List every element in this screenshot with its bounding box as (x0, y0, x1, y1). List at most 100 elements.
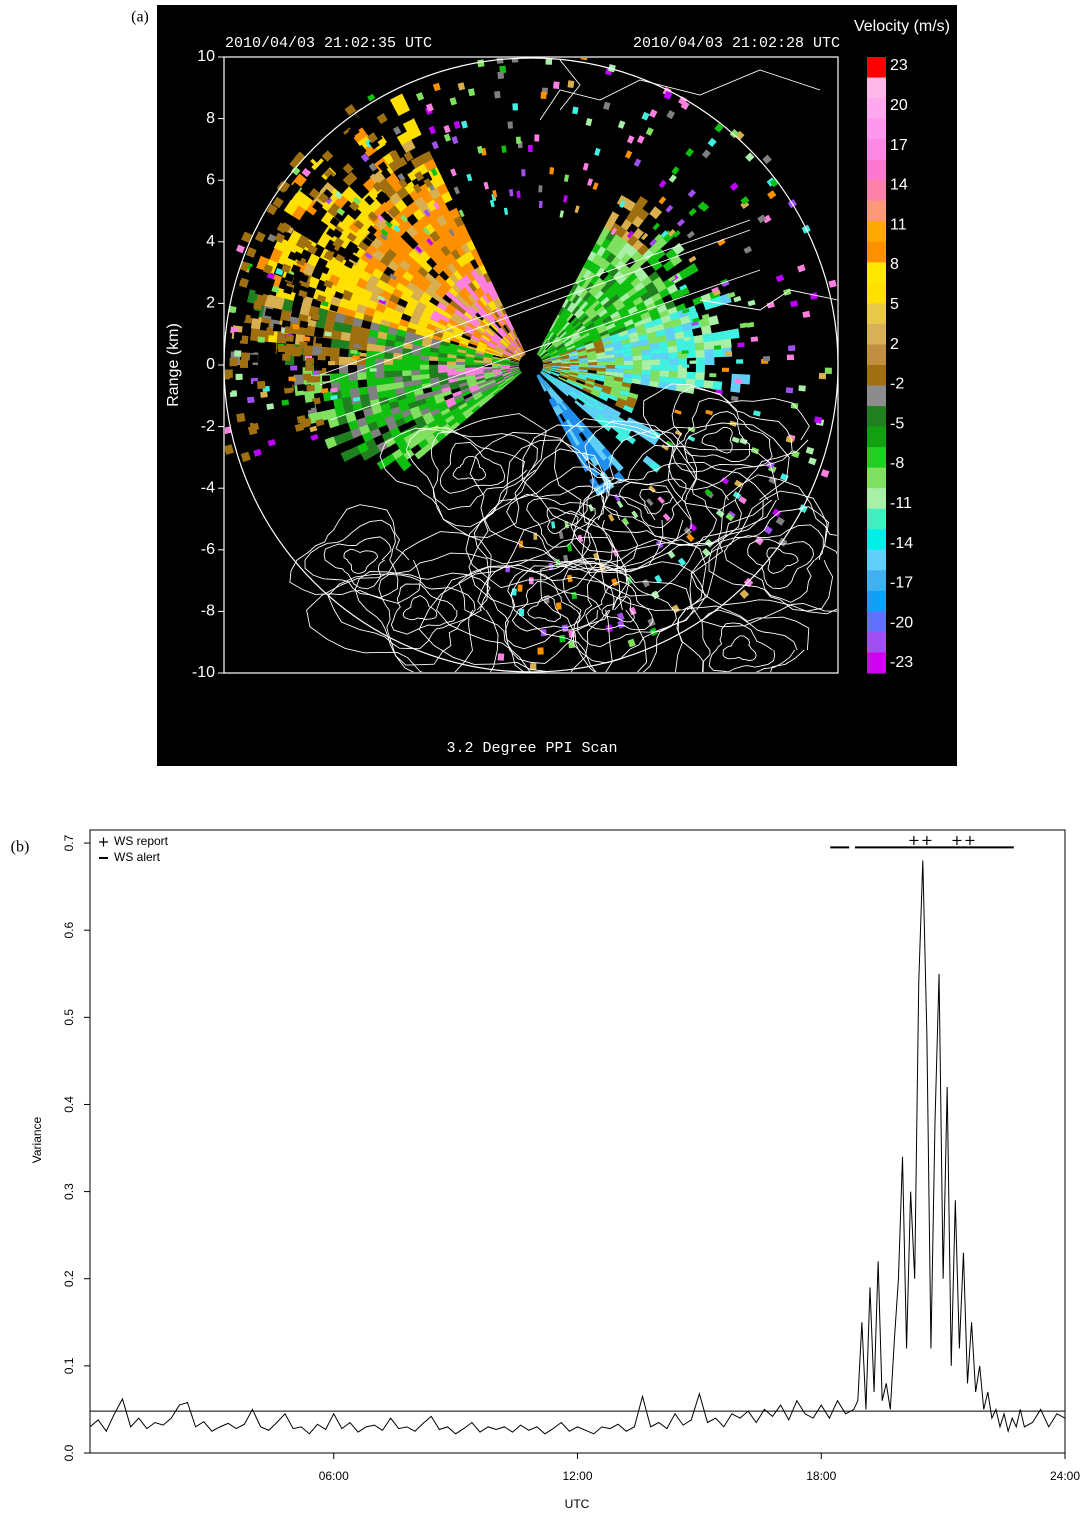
colorbar-swatch (867, 631, 886, 653)
radar-cell (570, 426, 579, 437)
radar-cell (484, 376, 495, 382)
radar-cell (259, 322, 269, 331)
radar-cell (432, 411, 443, 421)
radar-cell (452, 329, 463, 337)
radar-cell (240, 379, 250, 389)
radar-cell (649, 375, 660, 383)
radar-cell (470, 259, 479, 270)
radar-cell (339, 380, 350, 391)
terrain-contour (562, 563, 696, 664)
radar-cell (538, 348, 545, 356)
radar-cell (587, 372, 597, 378)
radar-cell (312, 376, 321, 383)
radar-cell (509, 364, 519, 365)
radar-cell (500, 366, 511, 369)
radar-cell (608, 412, 620, 421)
radar-cell (284, 272, 295, 283)
radar-cell (348, 379, 359, 389)
radar-cell (309, 425, 318, 433)
radar-cell (410, 260, 422, 272)
radar-cell (342, 163, 354, 174)
terrain-contour (378, 573, 476, 650)
radar-cell (652, 276, 664, 288)
radar-cell (606, 290, 618, 301)
radar-cell (491, 359, 502, 363)
radar-cell (564, 383, 574, 390)
radar-cell (612, 297, 623, 308)
radar-cell (577, 352, 588, 357)
radar-cell (364, 456, 377, 469)
radar-cell (560, 356, 570, 360)
radar-cell (321, 337, 332, 348)
radar-cell (721, 367, 729, 372)
radar-cell (436, 214, 448, 227)
radar-cell (668, 352, 679, 360)
radar-cell (456, 399, 466, 408)
radar-cell (547, 377, 556, 384)
y-tick-label: -10 (192, 664, 215, 681)
radar-cell (603, 286, 614, 297)
radar-cell (620, 385, 631, 393)
radar-cell (465, 353, 475, 358)
radar-cell (509, 330, 516, 340)
radar-cell (471, 332, 482, 340)
terrain-contour (458, 557, 630, 672)
radar-cell (567, 428, 576, 439)
radar-cell (530, 663, 537, 671)
colorbar-swatch (867, 98, 886, 120)
radar-cell (354, 410, 366, 420)
radar-cell (493, 351, 503, 357)
radar-cell (467, 88, 476, 97)
radar-cell (585, 459, 595, 470)
radar-cell (633, 158, 642, 167)
radar-cell (473, 393, 483, 401)
radar-cell (262, 242, 273, 254)
terrain-contour (571, 420, 769, 572)
y-axis-label: Variance (30, 1116, 44, 1163)
radar-cell (582, 387, 593, 394)
radar-cell (632, 373, 643, 380)
radar-cell (394, 334, 406, 343)
radar-cell (431, 309, 443, 319)
radar-cell (563, 322, 573, 332)
radar-cell (711, 296, 724, 308)
radar-cell (509, 367, 520, 370)
radar-cell (473, 288, 483, 299)
radar-cell (284, 326, 294, 335)
radar-cell (701, 313, 710, 320)
radar-cell (504, 348, 514, 355)
radar-cell (686, 263, 699, 276)
radar-cell (293, 374, 304, 386)
radar-cell (649, 342, 660, 350)
radar-cell (584, 305, 594, 315)
radar-cell (640, 311, 652, 321)
radar-cell (630, 340, 641, 348)
radar-cell (493, 375, 504, 381)
radar-cell (421, 310, 433, 319)
radar-cell (569, 356, 580, 360)
radar-cell (349, 178, 364, 193)
radar-cell (584, 400, 595, 409)
y-tick-label: -6 (201, 541, 215, 558)
radar-cell (564, 341, 575, 348)
radar-cell (294, 423, 305, 432)
radar-cell (537, 647, 544, 655)
radar-cell (593, 382, 604, 389)
radar-cell (365, 357, 376, 365)
radar-cell (449, 207, 461, 220)
radar-cell (536, 375, 543, 384)
radar-cell (572, 336, 583, 344)
radar-cell (559, 307, 568, 318)
radar-cell (406, 213, 419, 226)
radar-cell (463, 311, 474, 320)
radar-cell (649, 461, 662, 473)
radar-cell (642, 455, 655, 467)
radar-cell (411, 349, 421, 356)
radar-cell (609, 391, 620, 398)
radar-cell (475, 377, 486, 383)
radar-cell (587, 359, 598, 363)
radar-cell (556, 379, 566, 386)
radar-cell (492, 356, 502, 360)
radar-cell (477, 59, 485, 68)
radar-cell (492, 190, 498, 198)
